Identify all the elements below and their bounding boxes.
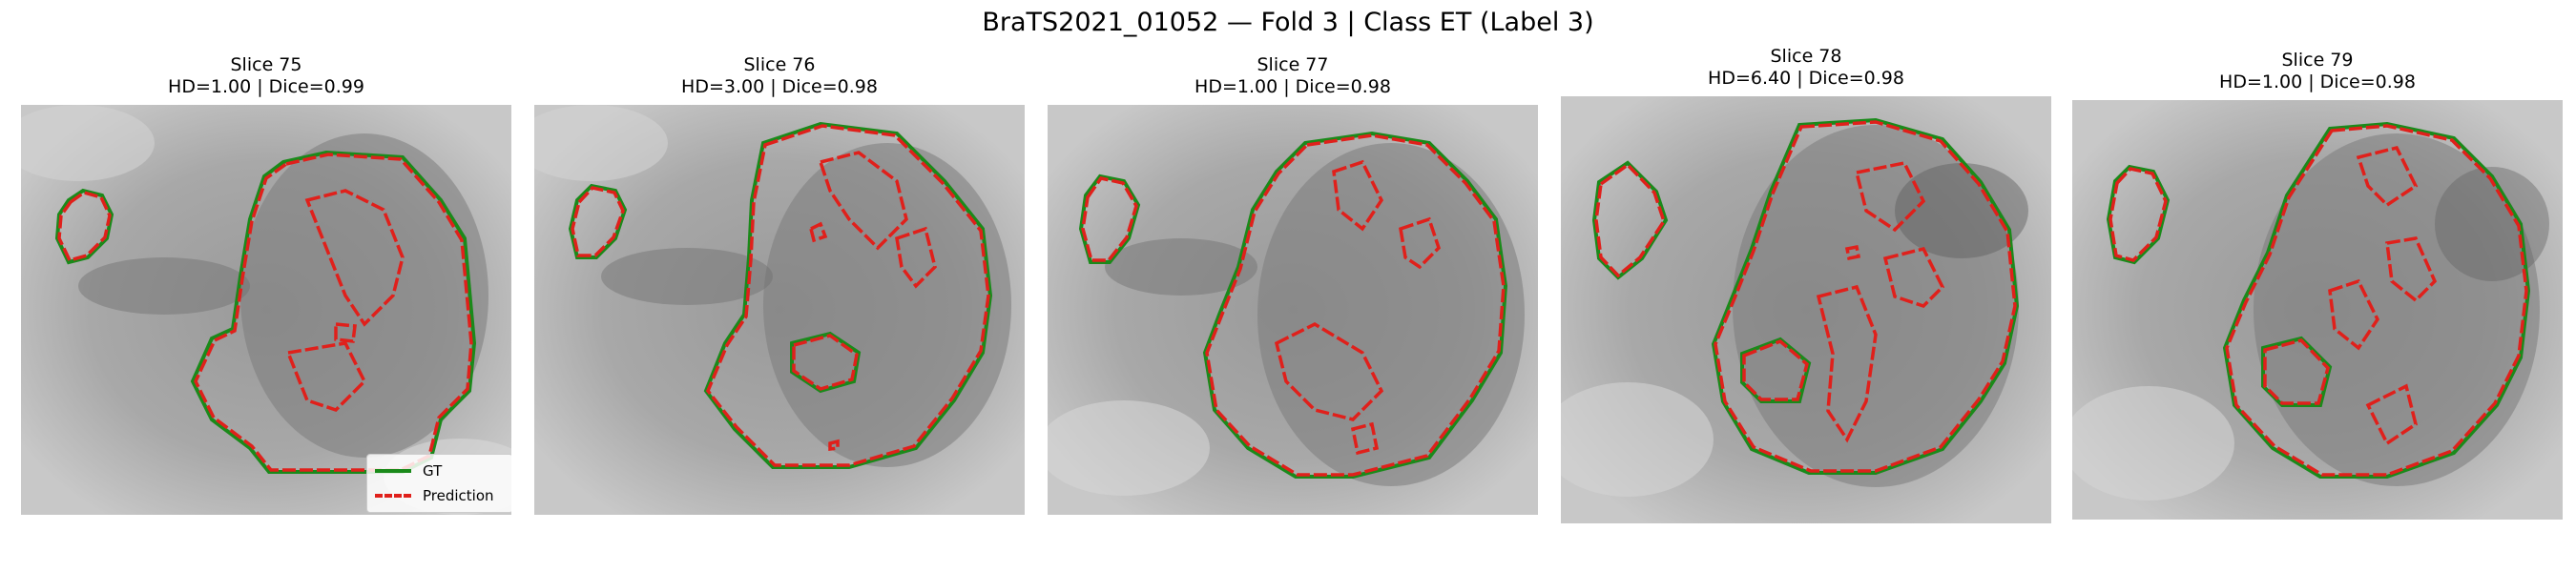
mri-slice-image: [1561, 96, 2051, 523]
slice-label: Slice 76: [743, 54, 816, 75]
legend: GT Prediction: [366, 454, 511, 513]
panel-title: Slice 79 HD=1.00 | Dice=0.98: [2072, 50, 2563, 93]
panel-title: Slice 75 HD=1.00 | Dice=0.99: [21, 54, 511, 98]
figure-title: BraTS2021_01052 — Fold 3 | Class ET (Lab…: [982, 8, 1594, 37]
mri-slice-image: [534, 105, 1025, 515]
metrics-label: HD=1.00 | Dice=0.99: [168, 76, 364, 97]
mri-slice-image: [2072, 100, 2563, 520]
panel-title: Slice 78 HD=6.40 | Dice=0.98: [1561, 46, 2051, 90]
prediction-line-swatch: [375, 494, 411, 498]
metrics-label: HD=6.40 | Dice=0.98: [1708, 68, 1904, 89]
legend-prediction-label: Prediction: [423, 487, 494, 504]
panel-title: Slice 77 HD=1.00 | Dice=0.98: [1048, 54, 1538, 98]
slice-label: Slice 77: [1257, 54, 1329, 75]
gt-line-swatch: [375, 469, 411, 473]
legend-gt-label: GT: [423, 462, 443, 480]
panel-title: Slice 76 HD=3.00 | Dice=0.98: [534, 54, 1025, 98]
metrics-label: HD=3.00 | Dice=0.98: [681, 76, 878, 97]
mri-slice-image: [1048, 105, 1538, 515]
slice-label: Slice 78: [1770, 46, 1842, 67]
metrics-label: HD=1.00 | Dice=0.98: [1195, 76, 1391, 97]
contour-overlay: [21, 105, 511, 515]
legend-gt: GT: [375, 460, 442, 481]
contour-overlay: [534, 105, 1025, 515]
contour-overlay: [1561, 96, 2051, 523]
metrics-label: HD=1.00 | Dice=0.98: [2219, 72, 2416, 92]
contour-overlay: [2072, 100, 2563, 520]
contour-overlay: [1048, 105, 1538, 515]
legend-prediction: Prediction: [375, 485, 494, 506]
slice-label: Slice 79: [2281, 50, 2354, 71]
mri-slice-image: GT Prediction: [21, 105, 511, 515]
slice-label: Slice 75: [230, 54, 302, 75]
